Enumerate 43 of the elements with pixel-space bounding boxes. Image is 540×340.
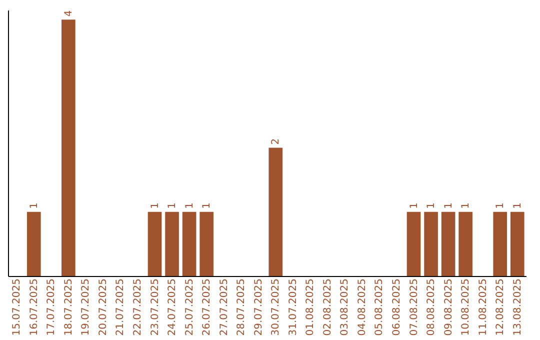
data-label: 1 xyxy=(443,202,454,209)
data-label: 4 xyxy=(63,10,74,17)
x-tick-label: 12.08.2025 xyxy=(495,278,506,336)
data-label: 2 xyxy=(270,138,282,145)
x-tick-label: 06.08.2025 xyxy=(392,278,402,336)
data-label: 1 xyxy=(460,202,472,209)
x-tick-label: 23.07.2025 xyxy=(150,278,161,336)
x-tick-label: 24.07.2025 xyxy=(167,278,178,336)
x-tick-label: 19.07.2025 xyxy=(80,278,92,336)
x-tick-label: 31.07.2025 xyxy=(288,278,299,336)
x-tick-label: 05.08.2025 xyxy=(374,278,386,336)
data-label: 1 xyxy=(184,202,196,209)
x-tick-label: 21.07.2025 xyxy=(115,278,126,336)
x-tick-label: 08.08.2025 xyxy=(426,278,438,336)
x-tick-label: 13.08.2025 xyxy=(512,278,524,336)
x-tick-label: 30.07.2025 xyxy=(270,278,282,336)
data-label: 1 xyxy=(202,202,213,209)
x-tick-label: 29.07.2025 xyxy=(253,278,264,336)
x-tick-label: 20.07.2025 xyxy=(98,278,109,336)
x-tick-label: 25.07.2025 xyxy=(184,278,196,336)
x-tick-label: 22.07.2025 xyxy=(132,278,144,336)
data-label: 1 xyxy=(28,202,40,209)
x-tick-label: 07.08.2025 xyxy=(408,278,420,336)
x-tick-label: 03.08.2025 xyxy=(340,278,351,336)
x-tick-label: 10.08.2025 xyxy=(460,278,472,336)
x-tick-label: 01.08.2025 xyxy=(305,278,316,336)
x-tick-label: 26.07.2025 xyxy=(202,278,213,336)
x-tick-label: 27.07.2025 xyxy=(218,278,230,336)
data-label: 1 xyxy=(426,202,438,209)
x-tick-label: 02.08.2025 xyxy=(322,278,334,336)
data-label: 1 xyxy=(495,202,506,209)
x-tick-label: 16.07.2025 xyxy=(28,278,40,336)
x-tick-label: 18.07.2025 xyxy=(63,278,74,336)
data-label: 1 xyxy=(167,202,178,209)
x-tick-label: 28.07.2025 xyxy=(236,278,248,336)
x-tick-label: 09.08.2025 xyxy=(443,278,454,336)
x-tick-label: 04.08.2025 xyxy=(356,278,368,336)
x-tick-label: 17.07.2025 xyxy=(46,278,58,336)
data-label: 1 xyxy=(408,202,420,209)
data-label: 1 xyxy=(512,202,524,209)
x-tick-label: 11.08.2025 xyxy=(478,278,489,336)
x-tick-label: 15.07.2025 xyxy=(12,278,23,336)
data-label: 1 xyxy=(150,202,161,209)
